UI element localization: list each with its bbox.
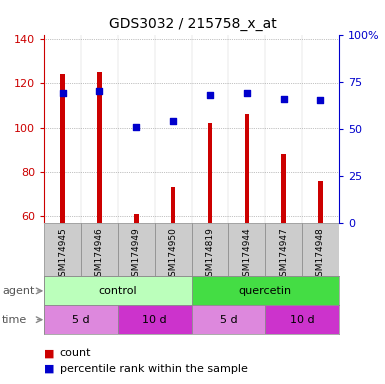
Text: GDS3032 / 215758_x_at: GDS3032 / 215758_x_at (109, 17, 276, 31)
Point (244, 90, 250, 96)
Point (133, 124, 139, 130)
Point (60, 90, 66, 96)
Bar (155, 223, 192, 276)
Point (207, 92, 213, 98)
Text: 10 d: 10 d (142, 314, 167, 325)
Bar (265, 305, 339, 334)
Bar (302, 223, 339, 276)
Text: percentile rank within the sample: percentile rank within the sample (60, 364, 248, 374)
Bar (244, 114, 249, 223)
Bar (281, 154, 286, 223)
Text: GSM174947: GSM174947 (279, 227, 288, 282)
Bar (118, 305, 192, 334)
Bar (192, 223, 228, 276)
Bar (81, 223, 118, 276)
Bar (208, 123, 212, 223)
Text: GSM174949: GSM174949 (132, 227, 141, 282)
Text: GSM174950: GSM174950 (169, 227, 177, 282)
Bar (228, 223, 265, 276)
Text: GSM174948: GSM174948 (316, 227, 325, 282)
Bar (60, 74, 65, 223)
Bar (97, 72, 102, 223)
Text: GSM174819: GSM174819 (206, 227, 214, 282)
Text: 10 d: 10 d (290, 314, 314, 325)
Bar (118, 223, 155, 276)
Text: GSM174944: GSM174944 (242, 227, 251, 281)
Text: GSM174946: GSM174946 (95, 227, 104, 282)
Text: ■: ■ (44, 348, 55, 358)
Text: agent: agent (2, 286, 34, 296)
Bar (265, 223, 302, 276)
Bar (44, 223, 81, 276)
Bar (318, 180, 323, 223)
Bar (134, 214, 139, 223)
Bar (44, 276, 192, 305)
Bar (44, 305, 118, 334)
Text: GSM174945: GSM174945 (58, 227, 67, 282)
Text: count: count (60, 348, 91, 358)
Bar (192, 305, 265, 334)
Text: time: time (2, 314, 27, 325)
Point (170, 118, 176, 124)
Text: 5 d: 5 d (219, 314, 237, 325)
Point (96, 88, 102, 94)
Bar (192, 276, 339, 305)
Point (317, 98, 323, 104)
Text: 5 d: 5 d (72, 314, 90, 325)
Bar (171, 187, 175, 223)
Point (281, 96, 287, 102)
Text: control: control (99, 286, 137, 296)
Text: ■: ■ (44, 364, 55, 374)
Text: quercetin: quercetin (239, 286, 292, 296)
